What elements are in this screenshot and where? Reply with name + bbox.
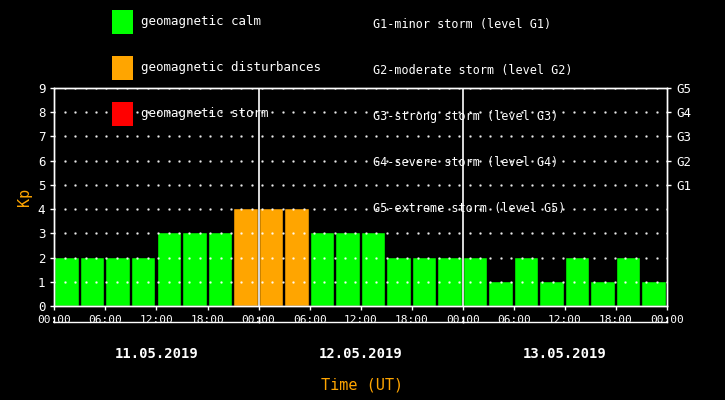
Text: geomagnetic calm: geomagnetic calm (141, 16, 262, 28)
Text: G5-extreme storm (level G5): G5-extreme storm (level G5) (373, 202, 566, 215)
Text: G4-severe storm (level G4): G4-severe storm (level G4) (373, 156, 559, 169)
Bar (362, 233, 385, 306)
Bar (157, 233, 181, 306)
Bar (107, 258, 130, 306)
Y-axis label: Kp: Kp (17, 188, 33, 206)
Bar (260, 209, 283, 306)
Bar (55, 258, 79, 306)
Bar (310, 233, 334, 306)
Bar (183, 233, 207, 306)
Bar (515, 258, 539, 306)
Text: G3-strong storm (level G3): G3-strong storm (level G3) (373, 110, 559, 123)
Bar (81, 258, 104, 306)
Bar (566, 258, 589, 306)
Bar (592, 282, 615, 306)
Bar (234, 209, 257, 306)
Bar (285, 209, 309, 306)
Bar (336, 233, 360, 306)
Text: geomagnetic disturbances: geomagnetic disturbances (141, 62, 321, 74)
Bar (464, 258, 487, 306)
Text: geomagnetic storm: geomagnetic storm (141, 108, 269, 120)
Bar (439, 258, 462, 306)
Bar (540, 282, 564, 306)
Bar (132, 258, 155, 306)
Bar (413, 258, 436, 306)
Bar (642, 282, 666, 306)
Text: G2-moderate storm (level G2): G2-moderate storm (level G2) (373, 64, 573, 77)
Bar (387, 258, 411, 306)
Bar (209, 233, 232, 306)
Text: G1-minor storm (level G1): G1-minor storm (level G1) (373, 18, 552, 31)
Text: 11.05.2019: 11.05.2019 (115, 347, 199, 361)
Bar (617, 258, 640, 306)
Bar (489, 282, 513, 306)
Text: Time (UT): Time (UT) (321, 378, 404, 393)
Text: 12.05.2019: 12.05.2019 (319, 347, 402, 361)
Text: 13.05.2019: 13.05.2019 (523, 347, 607, 361)
